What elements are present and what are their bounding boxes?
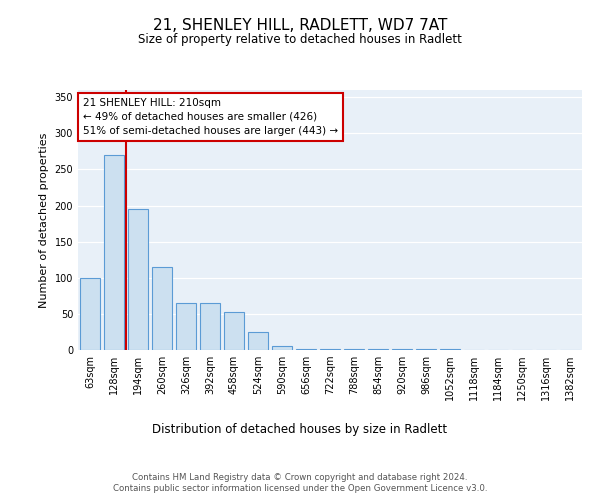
Bar — [224, 312, 244, 350]
Bar — [176, 303, 196, 350]
Text: Distribution of detached houses by size in Radlett: Distribution of detached houses by size … — [152, 422, 448, 436]
Y-axis label: Number of detached properties: Number of detached properties — [39, 132, 49, 308]
Bar — [272, 346, 292, 350]
Bar — [152, 267, 172, 350]
Text: 21 SHENLEY HILL: 210sqm
← 49% of detached houses are smaller (426)
51% of semi-d: 21 SHENLEY HILL: 210sqm ← 49% of detache… — [83, 98, 338, 136]
Text: Contains public sector information licensed under the Open Government Licence v3: Contains public sector information licen… — [113, 484, 487, 493]
Bar — [296, 348, 316, 350]
Bar — [104, 155, 124, 350]
Bar — [320, 348, 340, 350]
Bar — [248, 332, 268, 350]
Text: Size of property relative to detached houses in Radlett: Size of property relative to detached ho… — [138, 32, 462, 46]
Bar — [80, 278, 100, 350]
Bar — [200, 303, 220, 350]
Text: 21, SHENLEY HILL, RADLETT, WD7 7AT: 21, SHENLEY HILL, RADLETT, WD7 7AT — [153, 18, 447, 32]
Bar — [128, 209, 148, 350]
Text: Contains HM Land Registry data © Crown copyright and database right 2024.: Contains HM Land Registry data © Crown c… — [132, 472, 468, 482]
